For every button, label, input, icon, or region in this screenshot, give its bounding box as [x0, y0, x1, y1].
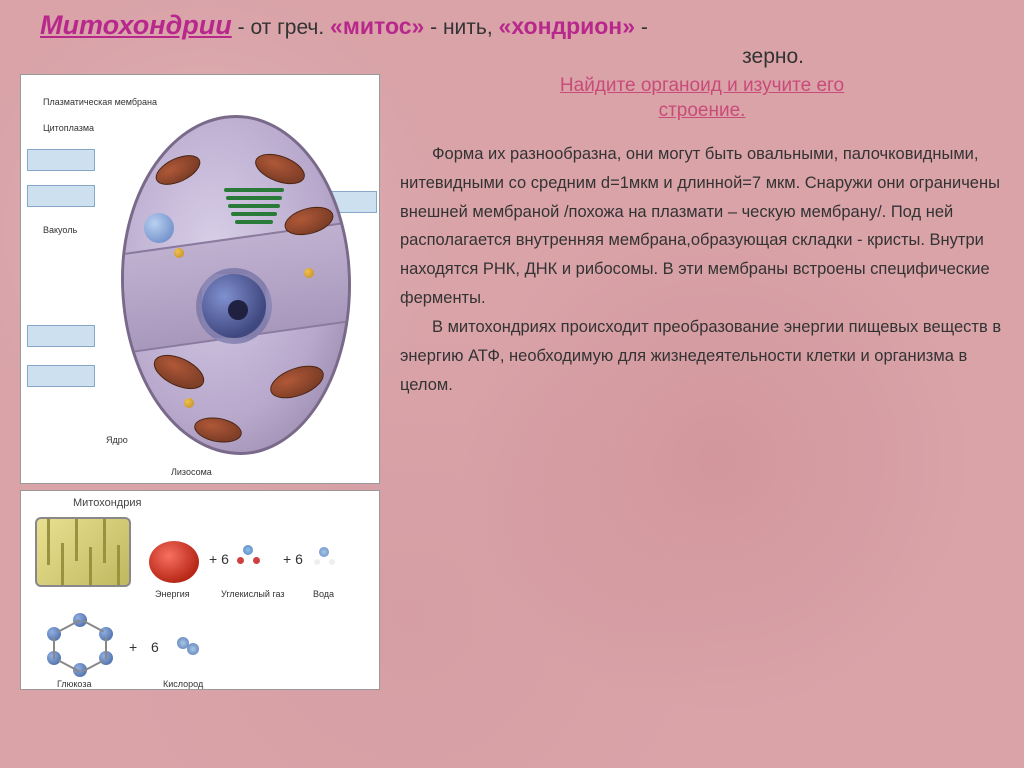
title-line1: Митохондрии - от греч. «митос» - нить, «… [40, 8, 984, 43]
reaction-plus: + [129, 639, 137, 655]
golgi-apparatus [224, 188, 284, 228]
mitochondrion-shape [151, 149, 205, 191]
word-mitos: митос [343, 13, 412, 39]
mitochondrion-shape [149, 348, 210, 396]
oxygen-molecule [187, 643, 199, 655]
cell-body [121, 115, 351, 455]
co2-o [237, 557, 244, 564]
nucleus-shape [196, 268, 272, 344]
title-dash: - от греч. [232, 16, 330, 39]
label-oxygen: Кислород [163, 679, 203, 689]
word-chondrion: хондрион [511, 13, 622, 39]
mito-diagram-title: Митохондрия [73, 497, 141, 509]
label-plasma-membrane: Плазматическая мембрана [43, 97, 157, 107]
label-lysosome: Лизосома [171, 467, 212, 477]
vacuole-shape [144, 213, 174, 243]
mitochondrion-large [35, 517, 131, 587]
reaction-plus-6: + 6 [209, 551, 229, 567]
label-box-1 [27, 149, 95, 171]
cell-diagram: Плазматическая мембрана Цитоплазма Вакуо… [20, 74, 380, 484]
mitochondria-reaction-diagram: Митохондрия Энергия + 6 Углекислый газ +… [20, 490, 380, 690]
water-h [329, 559, 335, 565]
mitochondrion-shape [251, 148, 309, 190]
right-column: Найдите органоид и изучите его строение.… [390, 74, 1004, 690]
body-paragraph-1: Форма их разнообразна, они могут быть ов… [400, 140, 1004, 313]
glucose-molecule [45, 613, 115, 675]
co2-o [253, 557, 260, 564]
title-line2: зерно. [40, 43, 984, 70]
label-cytoplasm: Цитоплазма [43, 123, 94, 133]
label-energy: Энергия [155, 589, 190, 599]
label-box-2 [27, 185, 95, 207]
reaction-six: 6 [151, 639, 159, 655]
mitochondrion-shape [192, 414, 243, 446]
nucleolus-shape [228, 300, 248, 320]
left-column: Плазматическая мембрана Цитоплазма Вакуо… [20, 74, 390, 690]
mitochondrion-shape [266, 360, 328, 405]
label-nucleus: Ядро [106, 435, 128, 445]
label-vacuole: Вакуоль [43, 225, 77, 235]
water-molecule [319, 547, 329, 557]
title-main: Митохондрии [40, 10, 232, 40]
label-box-3 [27, 325, 95, 347]
label-co2: Углекислый газ [221, 589, 284, 599]
lysosome-dot [294, 428, 304, 438]
label-water: Вода [313, 589, 334, 599]
label-glucose: Глюкоза [57, 679, 91, 689]
title-bar: Митохондрии - от греч. «митос» - нить, «… [0, 0, 1024, 74]
body-paragraph-2: В митохондриях происходит преобразование… [400, 313, 1004, 400]
reaction-plus-6b: + 6 [283, 551, 303, 567]
water-h [314, 559, 320, 565]
lysosome-dot [184, 398, 194, 408]
co2-molecule [243, 545, 253, 555]
label-box-4 [27, 365, 95, 387]
instruction-text: Найдите органоид и изучите его строение. [400, 74, 1004, 123]
content-row: Плазматическая мембрана Цитоплазма Вакуо… [0, 74, 1024, 690]
energy-cell [149, 541, 199, 583]
